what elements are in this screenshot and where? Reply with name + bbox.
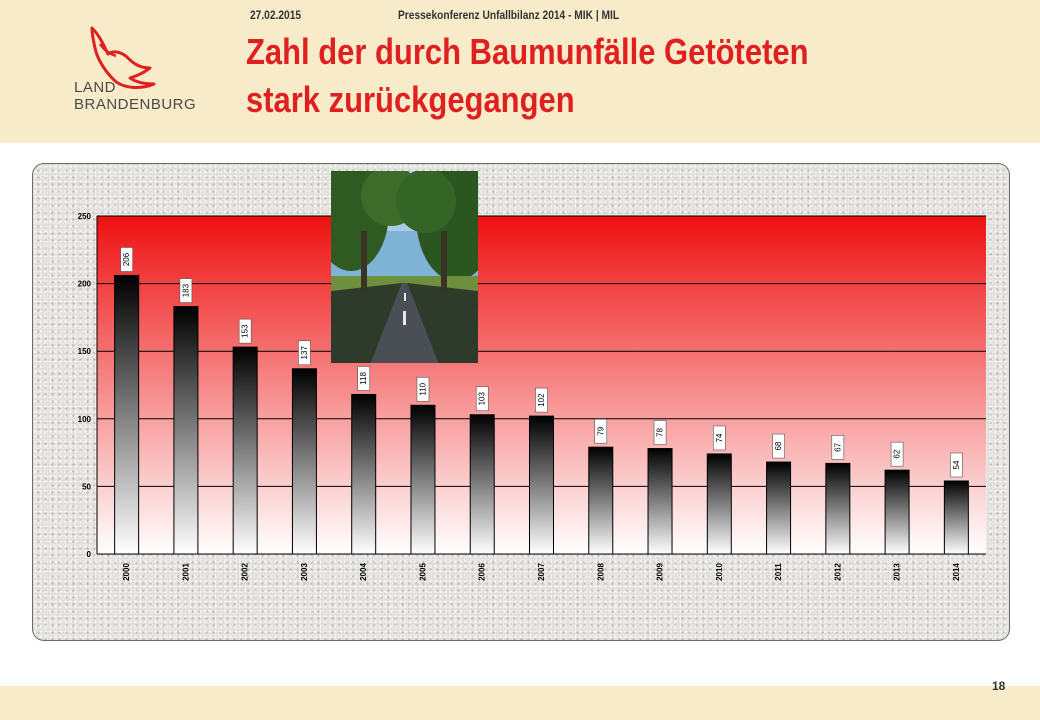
- data-label-box: [120, 247, 133, 272]
- page-number: 18: [992, 679, 1006, 693]
- y-tick-label: 150: [78, 347, 92, 356]
- data-label-box: [238, 318, 252, 344]
- bar-2006: [469, 414, 495, 555]
- x-tick-label: 2002: [241, 563, 250, 581]
- bar-2011: [766, 461, 792, 555]
- bar-2003: [291, 368, 317, 555]
- x-tick-label: 2010: [715, 563, 724, 581]
- data-label: 74: [715, 433, 724, 442]
- data-label: 54: [952, 460, 961, 469]
- x-tick-label: 2009: [656, 563, 665, 581]
- bar-2002: [232, 346, 258, 555]
- x-tick-label: 2008: [596, 563, 605, 581]
- bar-2012: [825, 462, 851, 555]
- data-label: 153: [241, 324, 250, 338]
- x-tick-label: 2014: [952, 563, 961, 581]
- tree-lined-road-photo: [331, 171, 478, 363]
- x-tick-label: 2011: [774, 563, 783, 581]
- bar-2009: [647, 448, 673, 555]
- data-label: 110: [418, 382, 427, 395]
- footer-event: Pressekonferenz Unfallbilanz 2014 - MIK …: [398, 8, 620, 22]
- data-label: 103: [478, 392, 487, 406]
- bar-2001: [173, 306, 199, 555]
- data-label: 102: [537, 393, 546, 407]
- bar-2010: [706, 453, 732, 555]
- bar-2000: [114, 274, 140, 555]
- data-label-box: [712, 425, 726, 451]
- data-label-box: [772, 433, 785, 459]
- bar-2007: [529, 415, 554, 555]
- data-label-box: [653, 420, 667, 445]
- data-label: 79: [596, 426, 605, 435]
- data-label-box: [890, 441, 904, 467]
- bar-2004: [351, 393, 377, 555]
- y-tick-label: 0: [87, 550, 92, 559]
- y-tick-label: 200: [78, 280, 92, 289]
- data-label: 78: [656, 428, 665, 437]
- title-line-2: stark zurückgegangen: [246, 79, 575, 120]
- data-label-box: [475, 386, 489, 412]
- footer-band: [0, 686, 1040, 720]
- title-line-1: Zahl der durch Baumunfälle Getöteten: [246, 31, 809, 72]
- bar-2005: [410, 404, 436, 555]
- brandenburg-eagle-logo: [90, 26, 156, 89]
- x-tick-label: 2000: [122, 563, 131, 581]
- chart-frame: 0 50 100 150 200 250 206 2000 183 2001 153 2002 137 2…: [32, 163, 1010, 641]
- x-tick-label: 2007: [537, 563, 546, 581]
- x-tick-label: 2013: [893, 563, 902, 581]
- bar-2013: [884, 469, 910, 555]
- data-label: 118: [359, 372, 368, 385]
- y-tick-label: 100: [78, 415, 92, 424]
- data-label: 67: [833, 442, 842, 451]
- header-band: [0, 0, 1040, 143]
- data-label: 183: [181, 283, 190, 297]
- data-label-box: [594, 418, 608, 444]
- x-tick-label: 2004: [359, 563, 368, 581]
- data-label: 206: [122, 252, 131, 266]
- data-label: 137: [300, 346, 309, 360]
- data-label: 68: [774, 441, 783, 450]
- bar-chart: 0 50 100 150 200 250 206 2000 183 2001 153 2002 137 2…: [78, 212, 986, 581]
- x-tick-label: 2006: [478, 563, 487, 581]
- logo-text-brandenburg: BRANDENBURG: [74, 96, 197, 113]
- data-label-box: [416, 376, 430, 402]
- x-tick-label: 2005: [418, 563, 427, 581]
- data-label-box: [298, 340, 311, 366]
- y-tick-label: 250: [78, 212, 92, 221]
- y-tick-label: 50: [82, 482, 91, 491]
- data-label-box: [535, 387, 548, 413]
- footer-date: 27.02.2015: [250, 8, 302, 22]
- bar-2008: [588, 446, 614, 555]
- page-title: Zahl der durch Baumunfälle Getöteten sta…: [246, 28, 900, 124]
- x-tick-label: 2001: [181, 563, 190, 581]
- data-label-box: [831, 435, 845, 460]
- x-tick-label: 2003: [300, 563, 309, 581]
- data-label-box: [950, 452, 963, 478]
- data-label: 62: [893, 449, 902, 458]
- x-tick-label: 2012: [833, 563, 842, 581]
- data-label-box: [179, 278, 193, 303]
- data-label-box: [357, 366, 371, 391]
- bar-2014: [943, 480, 969, 555]
- logo-text-land: LAND: [74, 79, 117, 96]
